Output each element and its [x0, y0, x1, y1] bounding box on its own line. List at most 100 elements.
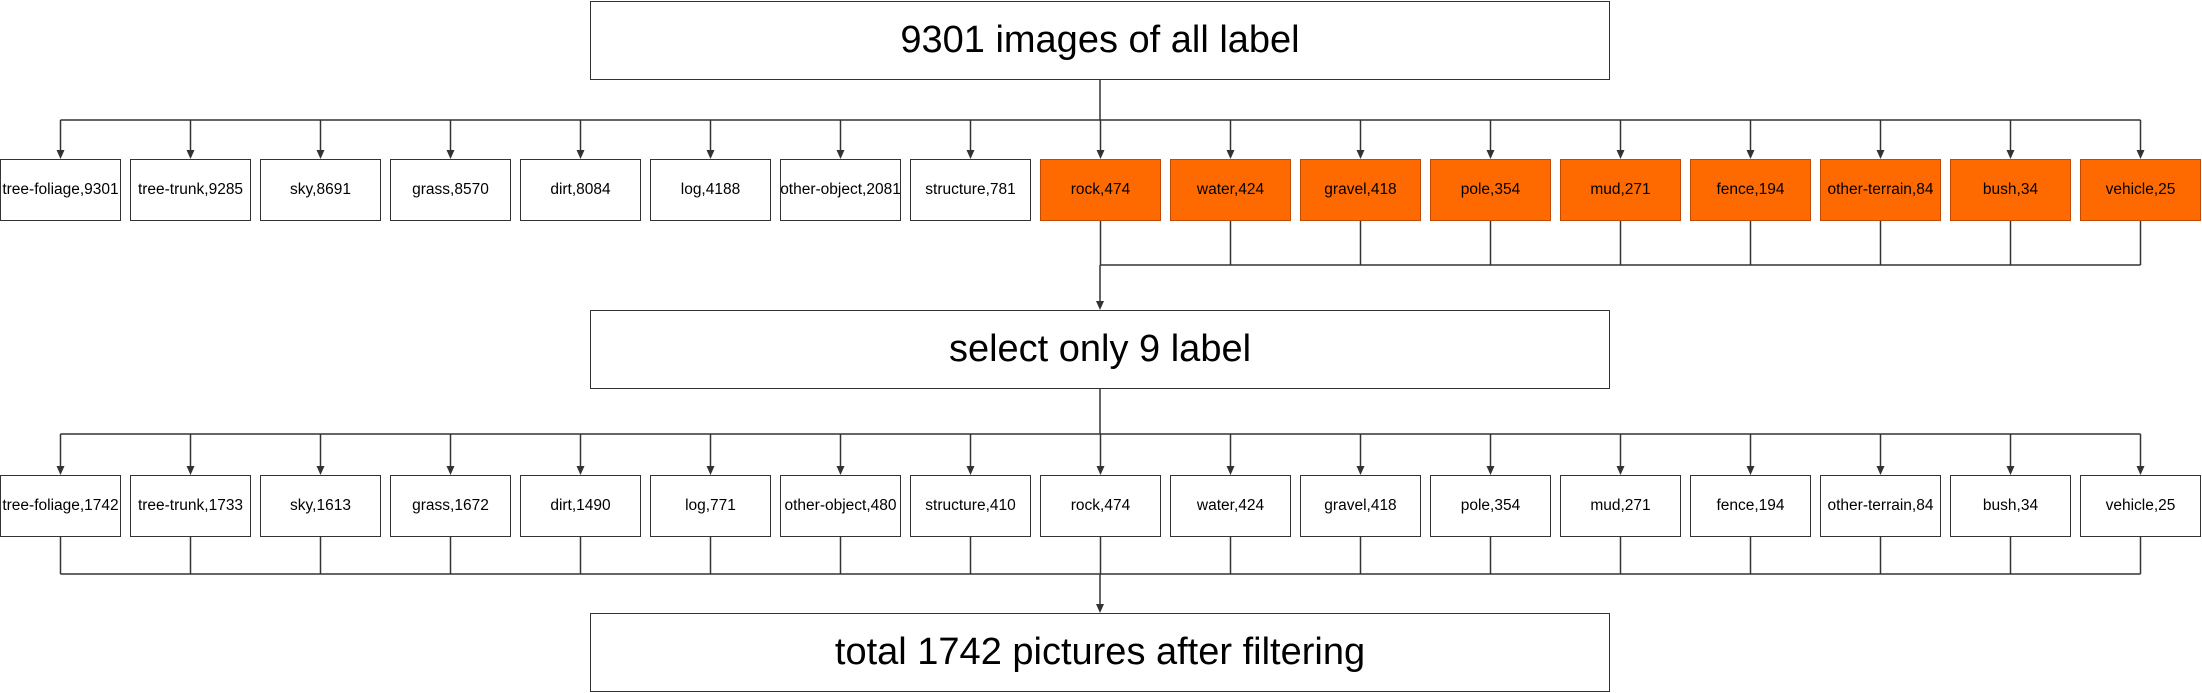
label-box: grass,1672	[390, 475, 511, 537]
label-text: other-terrain,84	[1827, 181, 1934, 198]
label-box: water,424	[1170, 475, 1291, 537]
label-box: pole,354	[1430, 159, 1551, 221]
arrow-head	[1356, 466, 1365, 475]
arrow-head	[186, 466, 195, 475]
select-labels-box: select only 9 label	[590, 310, 1610, 389]
arrow-head	[446, 466, 455, 475]
label-text: mud,271	[1590, 181, 1651, 198]
label-text: tree-foliage,9301	[2, 181, 119, 198]
label-text: other-object,2081	[780, 181, 901, 198]
arrow-head	[2006, 150, 2015, 159]
all-images-box: 9301 images of all label	[590, 1, 1610, 80]
label-text: log,771	[685, 497, 736, 514]
label-box: pole,354	[1430, 475, 1551, 537]
arrow-head	[1096, 150, 1105, 159]
arrow-head	[316, 150, 325, 159]
label-text: water,424	[1196, 497, 1265, 514]
label-box: rock,474	[1040, 475, 1161, 537]
arrow-head	[1486, 466, 1495, 475]
arrow-head	[966, 466, 975, 475]
arrow-head	[1746, 150, 1755, 159]
arrow-head	[56, 466, 65, 475]
label-box: sky,1613	[260, 475, 381, 537]
label-box: gravel,418	[1300, 159, 1421, 221]
label-text: bush,34	[1982, 181, 2039, 198]
arrow-head	[56, 150, 65, 159]
arrow-head	[1616, 150, 1625, 159]
label-box: vehicle,25	[2080, 475, 2201, 537]
label-box: vehicle,25	[2080, 159, 2201, 221]
label-text: rock,474	[1070, 497, 1131, 514]
arrow-head	[706, 150, 715, 159]
label-text: mud,271	[1590, 497, 1651, 514]
label-text: structure,410	[925, 497, 1016, 514]
label-box: bush,34	[1950, 475, 2071, 537]
label-text: tree-trunk,1733	[137, 497, 244, 514]
arrow-head	[576, 466, 585, 475]
label-box: tree-trunk,9285	[130, 159, 251, 221]
total-pictures-text: total 1742 pictures after filtering	[834, 631, 1366, 673]
label-box: bush,34	[1950, 159, 2071, 221]
arrow-head	[1226, 466, 1235, 475]
arrow-head	[1876, 150, 1885, 159]
label-box: dirt,8084	[520, 159, 641, 221]
label-text: vehicle,25	[2105, 497, 2176, 514]
label-text: vehicle,25	[2105, 181, 2176, 198]
label-text: tree-trunk,9285	[137, 181, 244, 198]
arrow-head	[1096, 466, 1105, 475]
label-text: structure,781	[925, 181, 1016, 198]
label-text: sky,8691	[290, 181, 351, 198]
label-text: dirt,1490	[550, 497, 611, 514]
arrow-head	[836, 466, 845, 475]
label-box: mud,271	[1560, 159, 1681, 221]
arrow-head	[316, 466, 325, 475]
label-box: tree-foliage,9301	[0, 159, 121, 221]
label-text: dirt,8084	[550, 181, 611, 198]
arrow-head	[2006, 466, 2015, 475]
label-text: water,424	[1196, 181, 1265, 198]
label-box: grass,8570	[390, 159, 511, 221]
all-images-text: 9301 images of all label	[900, 19, 1300, 61]
label-text: grass,8570	[412, 181, 489, 198]
label-box: log,4188	[650, 159, 771, 221]
arrow-head	[1096, 301, 1104, 310]
label-box: structure,781	[910, 159, 1031, 221]
arrow-head	[446, 150, 455, 159]
arrow-head	[1876, 466, 1885, 475]
label-text: gravel,418	[1324, 497, 1397, 514]
label-box: other-terrain,84	[1820, 159, 1941, 221]
label-text: grass,1672	[412, 497, 489, 514]
arrow-head	[1486, 150, 1495, 159]
arrow-head	[1356, 150, 1365, 159]
label-text: pole,354	[1460, 181, 1521, 198]
label-text: fence,194	[1716, 181, 1785, 198]
label-box: water,424	[1170, 159, 1291, 221]
arrow-head	[966, 150, 975, 159]
arrow-head	[1746, 466, 1755, 475]
label-text: other-object,480	[784, 497, 897, 514]
label-box: other-terrain,84	[1820, 475, 1941, 537]
label-text: other-terrain,84	[1827, 497, 1934, 514]
label-box: structure,410	[910, 475, 1031, 537]
select-labels-text: select only 9 label	[948, 328, 1252, 370]
label-text: sky,1613	[290, 497, 351, 514]
arrow-head	[1616, 466, 1625, 475]
label-box: fence,194	[1690, 475, 1811, 537]
label-box: log,771	[650, 475, 771, 537]
label-box: sky,8691	[260, 159, 381, 221]
label-text: rock,474	[1070, 181, 1131, 198]
arrow-head	[836, 150, 845, 159]
label-box: rock,474	[1040, 159, 1161, 221]
label-text: bush,34	[1982, 497, 2039, 514]
arrow-head	[706, 466, 715, 475]
arrow-head	[186, 150, 195, 159]
label-text: log,4188	[680, 181, 741, 198]
label-box: fence,194	[1690, 159, 1811, 221]
label-box: mud,271	[1560, 475, 1681, 537]
label-box: tree-foliage,1742	[0, 475, 121, 537]
arrow-head	[1096, 604, 1104, 613]
label-text: tree-foliage,1742	[2, 497, 119, 514]
arrow-head	[576, 150, 585, 159]
arrow-head	[2136, 150, 2145, 159]
label-box: dirt,1490	[520, 475, 641, 537]
